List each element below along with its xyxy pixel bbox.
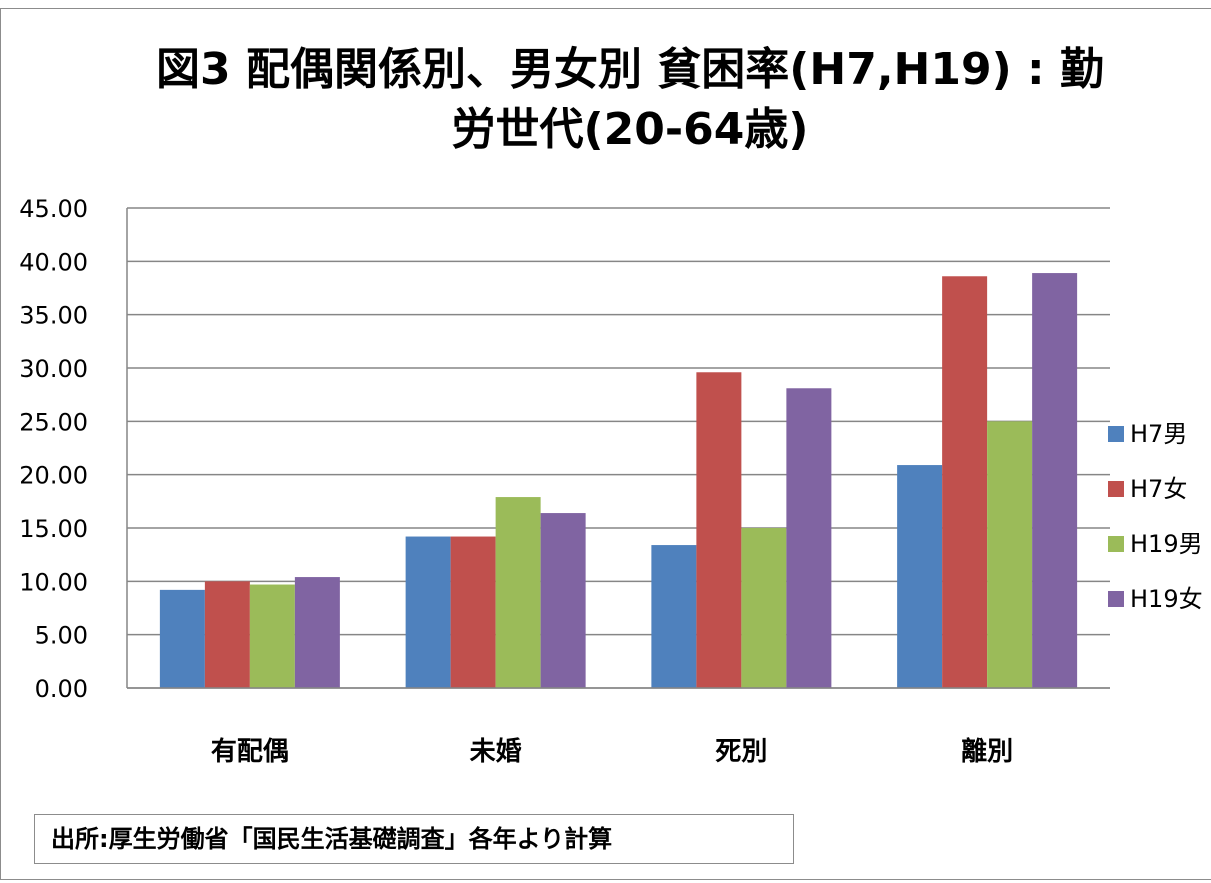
x-axis: 有配偶 未婚 死別 離別 <box>127 687 1110 767</box>
bar-H19女-未婚 <box>540 513 586 688</box>
y-tick-label: 0.00 <box>35 675 88 703</box>
legend-label: H19女 <box>1130 585 1203 613</box>
legend-swatch-H7女 <box>1108 481 1124 497</box>
y-tick-label: 15.00 <box>19 515 88 543</box>
chart-title-line1: 図3 配偶関係別、男女別 貧困率(H7,H19) : 勤 <box>156 44 1104 95</box>
bar-H19女-死別 <box>786 388 832 688</box>
y-axis: 0.00 5.00 10.00 15.00 20.00 25.00 30.00 35.00 40… <box>19 195 128 703</box>
y-tick-label: 5.00 <box>35 622 88 650</box>
x-category-label: 未婚 <box>470 737 522 767</box>
bar-H19男-死別 <box>741 528 787 688</box>
y-tick-label: 30.00 <box>19 355 88 383</box>
bar-H7女-有配偶 <box>204 581 250 688</box>
legend: H7男 H7女 H19男 H19女 <box>1108 420 1203 613</box>
chart-frame <box>0 8 1211 880</box>
x-category-label: 有配偶 <box>211 737 289 767</box>
x-category-label: 死別 <box>715 737 767 767</box>
legend-swatch-H19女 <box>1108 591 1124 607</box>
legend-label: H7男 <box>1130 420 1187 448</box>
y-tick-label: 10.00 <box>19 568 88 596</box>
bar-H19男-未婚 <box>495 497 541 688</box>
y-tick-label: 40.00 <box>19 248 88 276</box>
bar-H19男-有配偶 <box>249 584 295 688</box>
legend-label: H7女 <box>1130 475 1187 503</box>
bar-H7男-離別 <box>897 465 943 688</box>
bar-H7女-死別 <box>696 372 742 688</box>
legend-swatch-H19男 <box>1108 536 1124 552</box>
bar-H19女-離別 <box>1032 273 1078 688</box>
bar-H7男-未婚 <box>405 536 451 688</box>
y-tick-label: 20.00 <box>19 462 88 490</box>
bar-H19女-有配偶 <box>294 577 340 688</box>
x-category-label: 離別 <box>961 736 1013 767</box>
bar-H7男-死別 <box>651 545 697 688</box>
chart-title: 図3 配偶関係別、男女別 貧困率(H7,H19) : 勤 労世代(20-64歳) <box>120 40 1140 160</box>
legend-swatch-H7男 <box>1108 426 1124 442</box>
bar-H19男-離別 <box>987 421 1033 688</box>
y-tick-label: 45.00 <box>19 195 88 223</box>
bar-H7女-離別 <box>942 276 988 688</box>
bar-H7女-未婚 <box>450 536 496 688</box>
y-tick-label: 25.00 <box>19 408 88 436</box>
bars <box>159 273 1078 688</box>
source-note: 出所:厚生労働省「国民生活基礎調査」各年より計算 <box>34 814 794 864</box>
bar-H7男-有配偶 <box>159 589 205 688</box>
chart-title-line2: 労世代(20-64歳) <box>451 104 809 155</box>
legend-label: H19男 <box>1130 530 1203 558</box>
y-tick-label: 35.00 <box>19 302 88 330</box>
